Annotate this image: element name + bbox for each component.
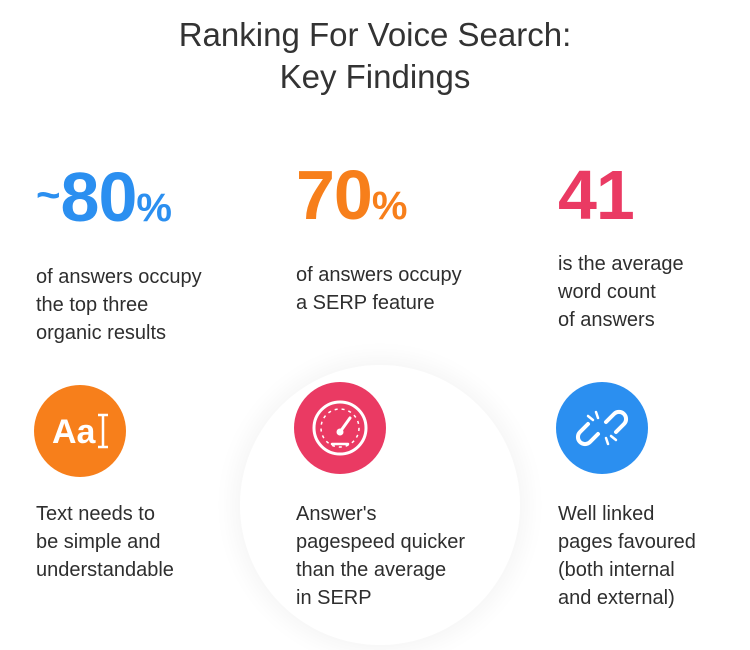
stat-description-line: the top three [36,294,149,316]
stat-value-80: ~80% [36,160,266,243]
stat-number: 80 [60,158,138,236]
page-title: Ranking For Voice Search: Key Findings [0,14,750,98]
finding-line: than the average [296,559,447,581]
broken-link-icon [556,382,648,474]
text-font-icon: Aa [34,385,126,477]
title-line-2: Key Findings [279,58,471,95]
stat-description-line: of answers [558,309,655,331]
text-font-icon-graphic: Aa [52,413,108,451]
speedometer-icon-graphic [312,400,368,456]
stat-description-line: organic results [36,322,167,344]
finding-line: and external) [558,587,675,609]
stat-description-line: a SERP feature [296,292,435,314]
stat-description: of answers occupy the top three organic … [36,263,266,347]
stat-suffix: % [136,186,172,230]
stat-description-line: of answers occupy [296,264,462,286]
finding-line: Well linked [558,503,655,525]
stat-number: 41 [558,156,635,234]
stat-block-serp-feature: 70% of answers occupy a SERP feature [296,160,526,317]
finding-line: (both internal [558,559,675,581]
stat-suffix: % [371,184,408,228]
finding-line: pages favoured [558,531,696,553]
stat-description-line: of answers occupy [36,266,202,288]
finding-line: in SERP [296,587,372,609]
stat-description-line: is the average [558,253,684,275]
finding-line: be simple and [36,531,161,553]
finding-text-pagespeed: Answer's pagespeed quicker than the aver… [296,500,526,612]
finding-text-simple: Text needs to be simple and understandab… [36,500,266,584]
stat-value-41: 41 [558,160,750,230]
stat-block-top-three: ~80% of answers occupy the top three org… [36,160,266,347]
title-line-1: Ranking For Voice Search: [178,16,572,53]
stat-description: is the average word count of answers [558,250,750,334]
finding-line: pagespeed quicker [296,531,466,553]
stat-prefix: ~ [36,171,61,218]
stat-block-word-count: 41 is the average word count of answers [558,160,750,334]
finding-line: understandable [36,559,174,581]
stat-value-70: 70% [296,160,526,241]
stat-description: of answers occupy a SERP feature [296,261,526,317]
finding-line: Text needs to [36,503,155,525]
broken-link-icon-graphic [575,409,629,447]
finding-line: Answer's [296,503,377,525]
finding-text-linked: Well linked pages favoured (both interna… [558,500,750,612]
speedometer-icon [294,382,386,474]
stat-description-line: word count [558,281,656,303]
svg-text:Aa: Aa [52,413,97,451]
stat-number: 70 [296,156,373,234]
